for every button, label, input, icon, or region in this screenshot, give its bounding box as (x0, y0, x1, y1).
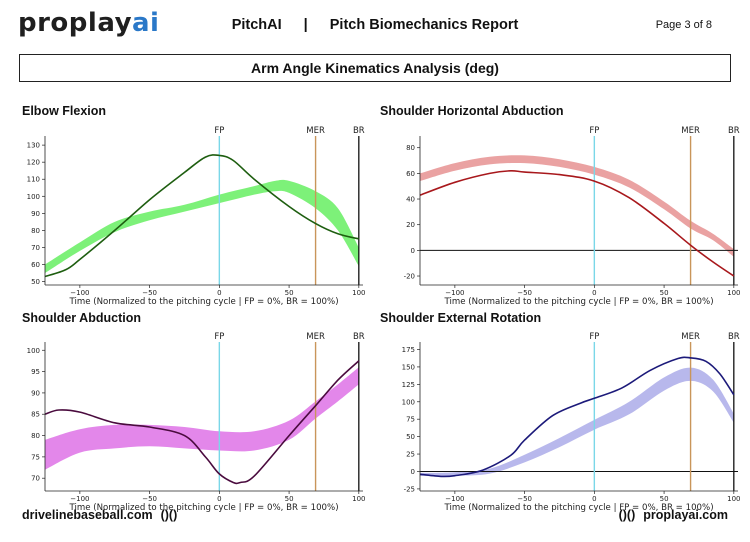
y-tick-label: -25 (404, 485, 415, 493)
page-number: Page 3 of 8 (655, 19, 712, 31)
footer-left-glyph: ()() (160, 508, 178, 522)
chart-title-shoulder-horizontal-abduction: Shoulder Horizontal Abduction (380, 104, 564, 118)
event-label-mer: MER (681, 332, 700, 342)
y-tick-label: 80 (406, 144, 415, 152)
y-tick-label: 125 (402, 381, 415, 389)
y-tick-label: 70 (31, 244, 40, 252)
x-tick-label: 0 (592, 495, 596, 503)
chart-shoulder-abduction: FP MER BR 70 75 80 85 90 95 100 −100 −50 0 50 100 Time … (27, 332, 366, 513)
section-title: Arm Angle Kinematics Analysis (deg) (251, 60, 499, 76)
y-tick-label: 60 (406, 170, 415, 178)
x-tick-label: −50 (517, 289, 532, 297)
x-tick-label: −100 (70, 495, 89, 503)
event-label-fp: FP (214, 126, 224, 136)
event-label-mer: MER (306, 332, 325, 342)
event-label-mer: MER (306, 126, 325, 136)
y-tick-label: 0 (411, 247, 415, 255)
x-tick-label: 100 (727, 495, 740, 503)
reference-band (45, 179, 359, 274)
x-tick-label: −50 (142, 289, 157, 297)
footer-right-glyph: ()() (618, 508, 636, 522)
series-line-0 (419, 169, 735, 277)
x-axis-label: Time (Normalized to the pitching cycle |… (443, 503, 713, 513)
reference-band (420, 367, 734, 476)
x-tick-label: 50 (285, 289, 294, 297)
y-tick-label: 110 (27, 176, 40, 184)
x-tick-label: 0 (217, 495, 221, 503)
report-header: PitchAI | Pitch Biomechanics Report (0, 17, 750, 33)
footer-left-link[interactable]: drivelinebaseball.com (22, 508, 153, 522)
x-tick-label: 50 (660, 289, 669, 297)
event-label-br: BR (728, 126, 740, 136)
y-tick-label: 50 (31, 278, 40, 286)
series-line-0 (44, 360, 360, 485)
footer-right: ()() proplayai.com (611, 508, 728, 522)
proplayai-logo: proplayai (18, 8, 159, 38)
y-tick-label: 80 (31, 432, 40, 440)
y-tick-label: 0 (411, 468, 415, 476)
x-tick-label: −50 (517, 495, 532, 503)
event-label-fp: FP (214, 332, 224, 342)
y-tick-label: 120 (27, 159, 40, 167)
y-tick-label: 90 (31, 389, 40, 397)
app-name: PitchAI (231, 17, 282, 33)
y-tick-label: 100 (402, 398, 415, 406)
y-tick-label: 90 (31, 210, 40, 218)
y-tick-label: 70 (31, 475, 40, 483)
y-tick-label: 80 (31, 227, 40, 235)
x-tick-label: 0 (592, 289, 596, 297)
report-title: Pitch Biomechanics Report (329, 17, 519, 33)
series-line-0 (44, 154, 359, 278)
y-tick-label: 130 (27, 142, 40, 150)
event-label-fp: FP (589, 126, 599, 136)
chart-shoulder-horizontal-abduction: FP MER BR -20 0 20 40 60 80 −100 −50 0 50 100 Time (No… (404, 126, 741, 307)
x-axis-label: Time (Normalized to the pitching cycle |… (68, 503, 338, 513)
chart-title-elbow-flexion: Elbow Flexion (22, 104, 107, 118)
x-tick-label: 50 (660, 495, 669, 503)
footer-left: drivelinebaseball.com ()() (22, 508, 185, 522)
chart-elbow-flexion: FP MER BR 50 60 70 80 90 100 110 120 130 −100 −50 0 50 1… (27, 126, 366, 307)
x-tick-label: −50 (142, 495, 157, 503)
x-tick-label: 0 (217, 289, 221, 297)
y-tick-label: 50 (406, 433, 415, 441)
y-tick-label: -20 (404, 273, 415, 281)
x-tick-label: −100 (445, 495, 464, 503)
x-tick-label: −100 (70, 289, 89, 297)
y-tick-label: 100 (27, 193, 40, 201)
chart-shoulder-external-rotation: FP MER BR -25 0 25 50 75 100 125 150 175 −100 −50 0 50 1… (402, 332, 741, 513)
event-label-fp: FP (589, 332, 599, 342)
y-tick-label: 100 (27, 347, 40, 355)
y-tick-label: 75 (31, 453, 40, 461)
y-tick-label: 60 (31, 261, 40, 269)
reference-band (45, 367, 359, 470)
chart-title-shoulder-abduction: Shoulder Abduction (22, 311, 141, 325)
header-separator: | (303, 17, 308, 33)
x-tick-label: 100 (727, 289, 740, 297)
logo-accent: ai (132, 8, 160, 38)
y-tick-label: 175 (402, 346, 415, 354)
reference-band (420, 155, 734, 257)
y-tick-label: 75 (406, 416, 415, 424)
y-tick-label: 25 (406, 451, 415, 459)
y-tick-label: 95 (31, 368, 40, 376)
event-label-br: BR (353, 126, 365, 136)
x-axis-label: Time (Normalized to the pitching cycle |… (68, 297, 338, 307)
event-label-br: BR (728, 332, 740, 342)
x-tick-label: −100 (445, 289, 464, 297)
event-label-mer: MER (681, 126, 700, 136)
y-tick-label: 20 (406, 221, 415, 229)
chart-title-shoulder-external-rotation: Shoulder External Rotation (380, 311, 542, 325)
logo-text: proplay (18, 8, 133, 38)
x-tick-label: 50 (285, 495, 294, 503)
x-tick-label: 100 (352, 495, 365, 503)
x-axis-label: Time (Normalized to the pitching cycle |… (443, 297, 713, 307)
series-line-0 (419, 356, 735, 478)
y-tick-label: 150 (402, 363, 415, 371)
event-label-br: BR (353, 332, 365, 342)
section-banner: Arm Angle Kinematics Analysis (deg) (19, 54, 731, 82)
y-tick-label: 85 (31, 411, 40, 419)
footer-right-link[interactable]: proplayai.com (643, 508, 728, 522)
y-tick-label: 40 (406, 196, 415, 204)
x-tick-label: 100 (352, 289, 365, 297)
